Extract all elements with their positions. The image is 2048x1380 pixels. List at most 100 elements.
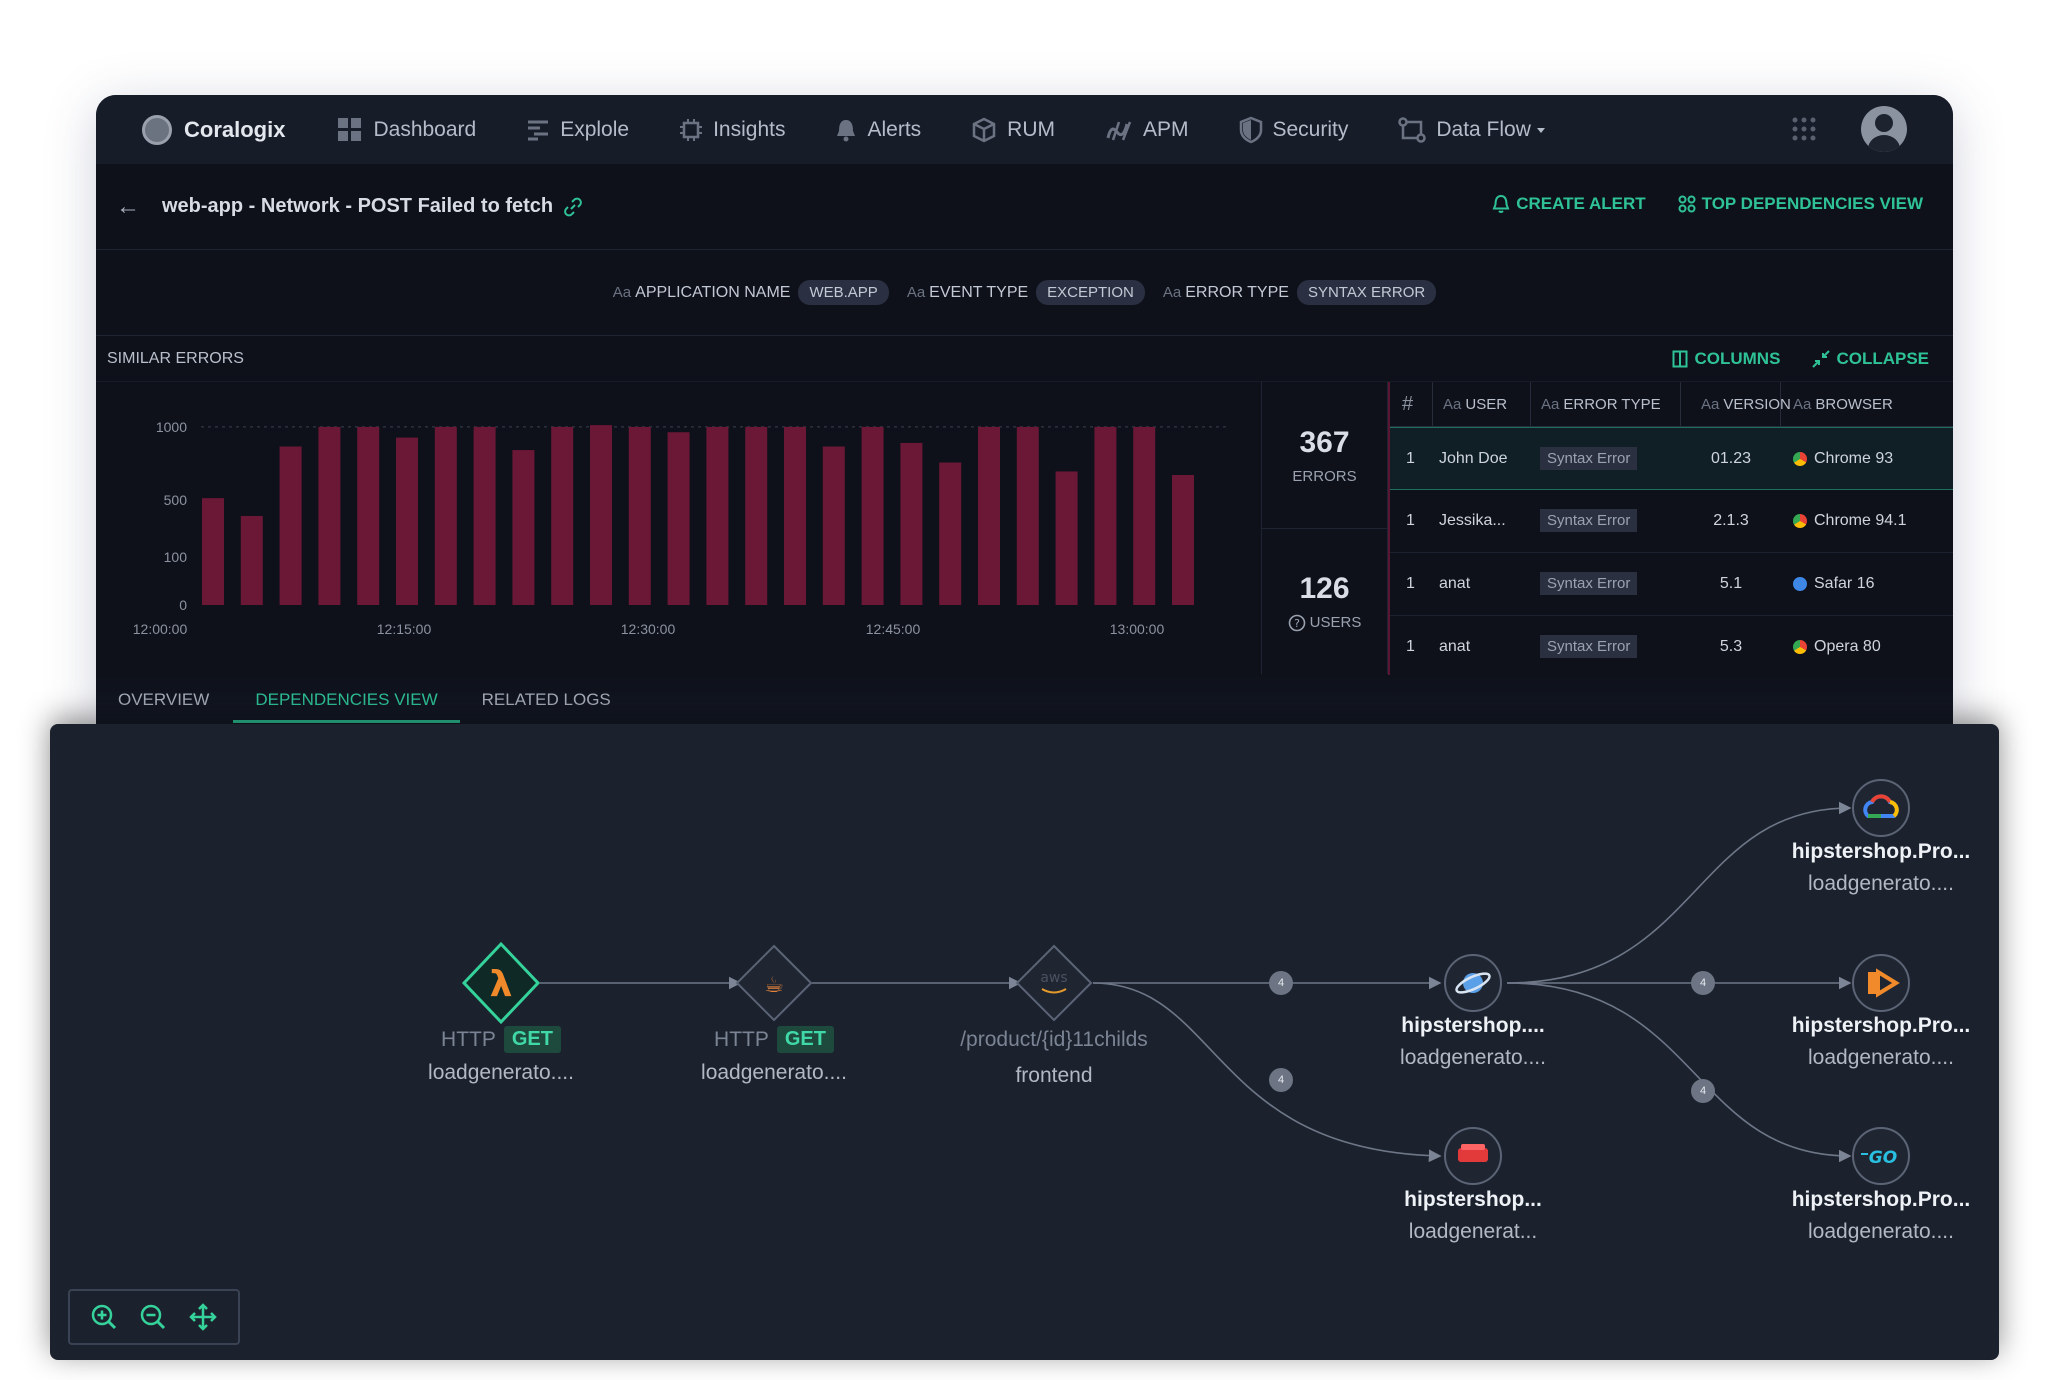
nav-alerts[interactable]: Alerts [835, 118, 921, 142]
filter-label: APPLICATION NAME [635, 283, 791, 301]
link-icon[interactable] [563, 197, 583, 217]
planet-node-icon[interactable] [1444, 954, 1502, 1012]
chart-bar[interactable] [939, 462, 962, 605]
go-node-icon[interactable]: GO [1852, 1127, 1910, 1185]
collapse-button[interactable]: COLLAPSE [1812, 349, 1929, 369]
graph-node-hipstershop-gcp[interactable]: hipstershop.Pro... loadgenerato.... [1791, 840, 1971, 895]
chart-bar[interactable] [473, 426, 496, 605]
nav-explore[interactable]: Explole [526, 118, 629, 142]
cell-user: anat [1439, 638, 1471, 655]
graph-node-java[interactable]: HTTP GET loadgenerato.... [701, 1026, 847, 1084]
chart-bar[interactable] [1055, 471, 1078, 605]
chart-bar[interactable] [1094, 426, 1117, 605]
users-label-row: ? USERS [1288, 614, 1361, 632]
avatar[interactable] [1861, 106, 1907, 152]
nav-apm[interactable]: APM [1105, 118, 1189, 142]
lambda-node-icon[interactable]: λ [461, 941, 541, 1025]
x-tick-label: 12:15:00 [377, 621, 432, 637]
chart-bar[interactable] [396, 437, 418, 605]
back-arrow-icon[interactable]: ← [116, 192, 140, 220]
chart-bar[interactable] [590, 425, 612, 605]
chart-bar[interactable] [318, 426, 341, 605]
zoom-controls [68, 1289, 240, 1345]
table-row[interactable]: 1 anat Syntax Error 5.1 Safar 16 [1390, 553, 1953, 616]
pan-icon[interactable] [188, 1302, 218, 1332]
nav-rum[interactable]: RUM [971, 117, 1055, 143]
cell-error-type: Syntax Error [1531, 446, 1681, 470]
chart-bar[interactable] [978, 426, 1000, 605]
couch-node-icon[interactable] [1444, 1127, 1502, 1185]
chart-bar[interactable] [822, 446, 845, 605]
graph-node-hipstershop-1[interactable]: hipstershop.... loadgenerato.... [1400, 1014, 1546, 1069]
http-method-badge: GET [503, 1026, 561, 1053]
graph-node-hipstershop-kafka[interactable]: hipstershop.Pro... loadgenerato.... [1791, 1014, 1971, 1069]
google-cloud-node-icon[interactable] [1852, 779, 1910, 837]
table-row[interactable]: 1 John Doe Syntax Error 01.23 Chrome 93 [1390, 427, 1953, 490]
help-circle-icon[interactable]: ? [1288, 614, 1306, 632]
chart-bar[interactable] [784, 426, 806, 605]
chart-bar[interactable] [357, 426, 380, 605]
nav-security[interactable]: Security [1239, 116, 1348, 144]
similar-errors-header: SIMILAR ERRORS COLUMNS COLLAPSE [96, 336, 1953, 382]
svg-text:?: ? [1294, 617, 1300, 630]
chart-bar[interactable] [706, 426, 729, 605]
zoom-in-icon[interactable] [90, 1303, 118, 1331]
chart-bar[interactable] [1133, 426, 1156, 605]
java-node-icon[interactable]: ☕ [735, 944, 813, 1022]
create-alert-button[interactable]: CREATE ALERT [1492, 194, 1646, 214]
nav-dashboard[interactable]: Dashboard [337, 117, 476, 143]
chart-bar[interactable] [861, 426, 884, 605]
apps-grid-icon[interactable] [1791, 116, 1817, 142]
apm-icon [1106, 121, 1132, 140]
logo[interactable]: Coralogix [142, 114, 285, 145]
chart-bar[interactable] [667, 432, 690, 605]
columns-button[interactable]: COLUMNS [1672, 349, 1780, 369]
chart-bar[interactable] [628, 426, 651, 605]
y-tick-label: 1000 [156, 419, 187, 435]
nav-insights[interactable]: Insights [679, 118, 785, 142]
rum-icon [972, 117, 996, 142]
tab-overview[interactable]: OVERVIEW [118, 690, 210, 709]
cell-count: 1 [1406, 575, 1415, 592]
col-error-type[interactable]: Aa ERROR TYPE [1531, 381, 1681, 427]
chart-bar[interactable] [900, 442, 923, 605]
cell-error-type: Syntax Error [1531, 509, 1681, 532]
chart-bar[interactable] [745, 426, 768, 605]
chart-bar[interactable] [1016, 426, 1039, 605]
col-count[interactable]: # [1390, 381, 1433, 427]
shield-icon [1239, 116, 1262, 143]
page-title: web-app - Network - POST Failed to fetch [162, 195, 554, 217]
col-version[interactable]: Aa VERSION [1681, 381, 1791, 427]
graph-node-hipstershop-go[interactable]: hipstershop.Pro... loadgenerato.... [1791, 1188, 1971, 1243]
graph-node-lambda[interactable]: HTTP GET loadgenerato.... [428, 1026, 574, 1084]
chart-bar[interactable] [512, 450, 535, 605]
coralogix-logo-icon [142, 114, 172, 145]
chart-bar[interactable] [434, 426, 457, 605]
kafka-node-icon[interactable] [1852, 954, 1910, 1012]
graph-node-hipstershop-2[interactable]: hipstershop... loadgenerat... [1404, 1188, 1542, 1243]
chart-bar[interactable] [240, 515, 263, 605]
filter-event-type[interactable]: Aa EVENT TYPE EXCEPTION [907, 280, 1145, 305]
chart-bar[interactable] [202, 498, 224, 605]
filter-application-name[interactable]: Aa APPLICATION NAME WEB.APP [613, 280, 889, 305]
chart-bar[interactable] [1172, 474, 1194, 605]
errors-count: 367 [1299, 425, 1350, 459]
stats-column: 367 ERRORS 126 ? USERS [1261, 382, 1388, 674]
table-row[interactable]: 1 anat Syntax Error 5.3 Opera 80 [1390, 616, 1953, 679]
zoom-out-icon[interactable] [139, 1303, 167, 1331]
tab-related-logs[interactable]: RELATED LOGS [481, 690, 611, 709]
tab-dependencies-view[interactable]: DEPENDENCIES VIEW [233, 675, 460, 725]
col-user[interactable]: Aa USER [1433, 381, 1531, 427]
filter-error-type[interactable]: Aa ERROR TYPE SYNTAX ERROR [1163, 280, 1437, 305]
chart-bar[interactable] [551, 426, 574, 605]
graph-node-frontend[interactable]: /product/{id}11childs frontend [960, 1028, 1148, 1087]
chart-bar[interactable] [279, 446, 302, 605]
col-browser[interactable]: Aa BROWSER [1793, 395, 1893, 413]
aws-node-icon[interactable]: aws [1015, 944, 1093, 1022]
top-dependencies-view-button[interactable]: TOP DEPENDENCIES VIEW [1678, 194, 1923, 214]
table-header: # Aa USER Aa ERROR TYPE Aa VERSION Aa BROWSE… [1390, 381, 1953, 427]
table-row[interactable]: 1 Jessika... Syntax Error 2.1.3 Chrome 9… [1390, 490, 1953, 553]
nav-data-flow[interactable]: Data Flow [1398, 116, 1547, 143]
cell-version: 2.1.3 [1713, 512, 1749, 529]
page-header: ← web-app - Network - POST Failed to fet… [96, 164, 1953, 250]
